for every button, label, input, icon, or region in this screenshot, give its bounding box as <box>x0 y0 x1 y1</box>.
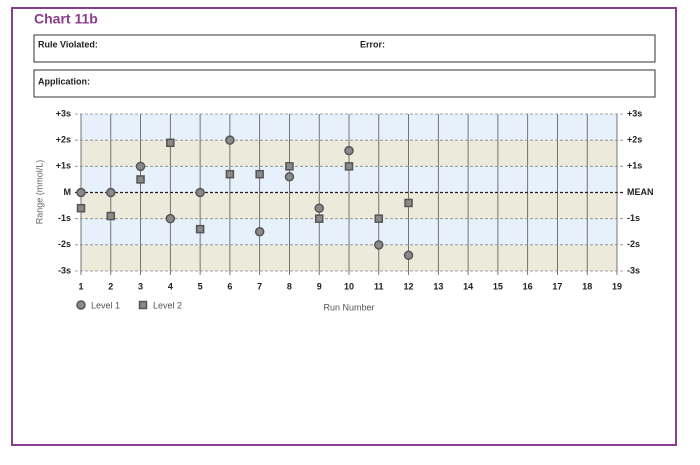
point <box>195 187 205 198</box>
point <box>344 145 354 156</box>
legend-label: Level 2 <box>153 300 182 310</box>
point <box>225 135 235 145</box>
point <box>225 169 235 179</box>
x-tick-label: 19 <box>612 281 622 291</box>
x-tick-label: 4 <box>168 281 173 291</box>
form-box <box>33 69 656 98</box>
y2-tick-label: -1s <box>627 213 640 223</box>
x-tick-label: 16 <box>523 281 533 291</box>
x-tick-label: 5 <box>198 281 203 291</box>
x-tick-label: 11 <box>374 281 384 291</box>
point <box>136 175 145 184</box>
form-label: Error: <box>360 39 385 49</box>
point <box>166 138 175 148</box>
point <box>106 211 116 221</box>
x-axis-label: Run Number <box>323 302 374 312</box>
legend-label: Level 1 <box>91 300 120 310</box>
y2-tick-label: -3s <box>627 265 640 275</box>
point <box>284 172 295 182</box>
y-tick-label: +3s <box>56 108 71 118</box>
y2-tick-label: MEAN <box>627 187 654 197</box>
x-tick-label: 7 <box>257 281 262 291</box>
x-tick-label: 13 <box>433 281 443 291</box>
y2-tick-label: +3s <box>627 108 642 118</box>
point <box>76 203 86 213</box>
x-tick-label: 17 <box>552 281 562 291</box>
y-tick-label: -2s <box>58 239 71 249</box>
point <box>403 250 414 261</box>
point <box>344 162 354 171</box>
y-tick-label: +2s <box>56 135 71 145</box>
y-tick-label: +1s <box>56 161 71 171</box>
point <box>374 214 384 223</box>
x-tick-label: 14 <box>463 281 473 291</box>
point <box>195 224 205 234</box>
x-tick-label: 6 <box>227 281 232 291</box>
x-tick-label: 3 <box>138 281 143 291</box>
y-tick-label: M <box>64 187 72 197</box>
point <box>314 203 324 213</box>
legend-marker <box>76 300 86 310</box>
x-tick-label: 1 <box>78 281 83 291</box>
legend-marker <box>138 300 148 310</box>
point <box>285 162 294 171</box>
point <box>255 169 264 179</box>
x-tick-label: 12 <box>404 281 414 291</box>
point <box>106 187 116 198</box>
page-title: Chart 11b <box>34 11 98 27</box>
x-tick-label: 9 <box>317 281 322 291</box>
x-tick-label: 8 <box>287 281 292 291</box>
point <box>404 198 413 208</box>
form-label: Rule Violated: <box>38 39 98 49</box>
x-tick-label: 15 <box>493 281 503 291</box>
x-tick-label: 10 <box>344 281 354 291</box>
frame <box>11 7 677 446</box>
y2-tick-label: +1s <box>627 161 642 171</box>
point <box>314 214 324 223</box>
point <box>374 240 384 250</box>
point <box>254 227 265 237</box>
y2-tick-label: -2s <box>627 239 640 249</box>
x-tick-label: 2 <box>108 281 113 291</box>
point <box>135 161 146 172</box>
y-axis-label: Range (mmol/L) <box>34 160 44 225</box>
x-tick-label: 18 <box>582 281 592 291</box>
y-tick-label: -1s <box>58 213 71 223</box>
y2-tick-label: +2s <box>627 135 642 145</box>
form-label: Application: <box>38 76 90 86</box>
point <box>76 187 86 198</box>
form-box <box>33 34 656 63</box>
y-tick-label: -3s <box>58 265 71 275</box>
point <box>165 213 176 224</box>
